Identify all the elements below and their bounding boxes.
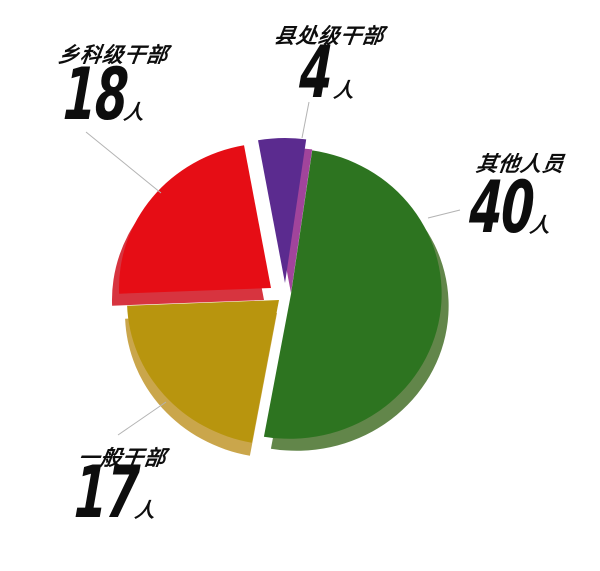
value-number: 17: [72, 450, 141, 534]
value-row: 18 人: [61, 52, 158, 136]
callout-line-0: [427, 209, 461, 219]
pie-slice-3: [258, 137, 307, 283]
pie-slice-0: [263, 150, 442, 439]
callout-general-cadres: 一般干部 17 人: [73, 443, 213, 543]
unit-label: 人: [528, 213, 552, 237]
value-row: 17 人: [72, 450, 169, 534]
pie-slice-2: [118, 145, 271, 294]
unit-label: 人: [332, 78, 356, 102]
unit-label: 人: [122, 100, 146, 124]
value-number: 18: [61, 52, 130, 136]
value-number: 4: [297, 30, 334, 114]
value-row: 4 人: [297, 30, 355, 114]
callout-line-3: [301, 101, 310, 139]
unit-label: 人: [133, 498, 157, 522]
pie-slice-1: [127, 300, 279, 443]
callout-county-cadres: 县处级干部 4 人: [272, 22, 412, 114]
callout-line-2: [85, 131, 162, 194]
value-row: 40 人: [467, 165, 564, 249]
callout-other-personnel: 其他人员 40 人: [468, 149, 598, 249]
callout-line-1: [117, 401, 167, 436]
value-number: 40: [467, 165, 536, 249]
callout-township-cadres: 乡科级干部 18 人: [56, 40, 196, 140]
